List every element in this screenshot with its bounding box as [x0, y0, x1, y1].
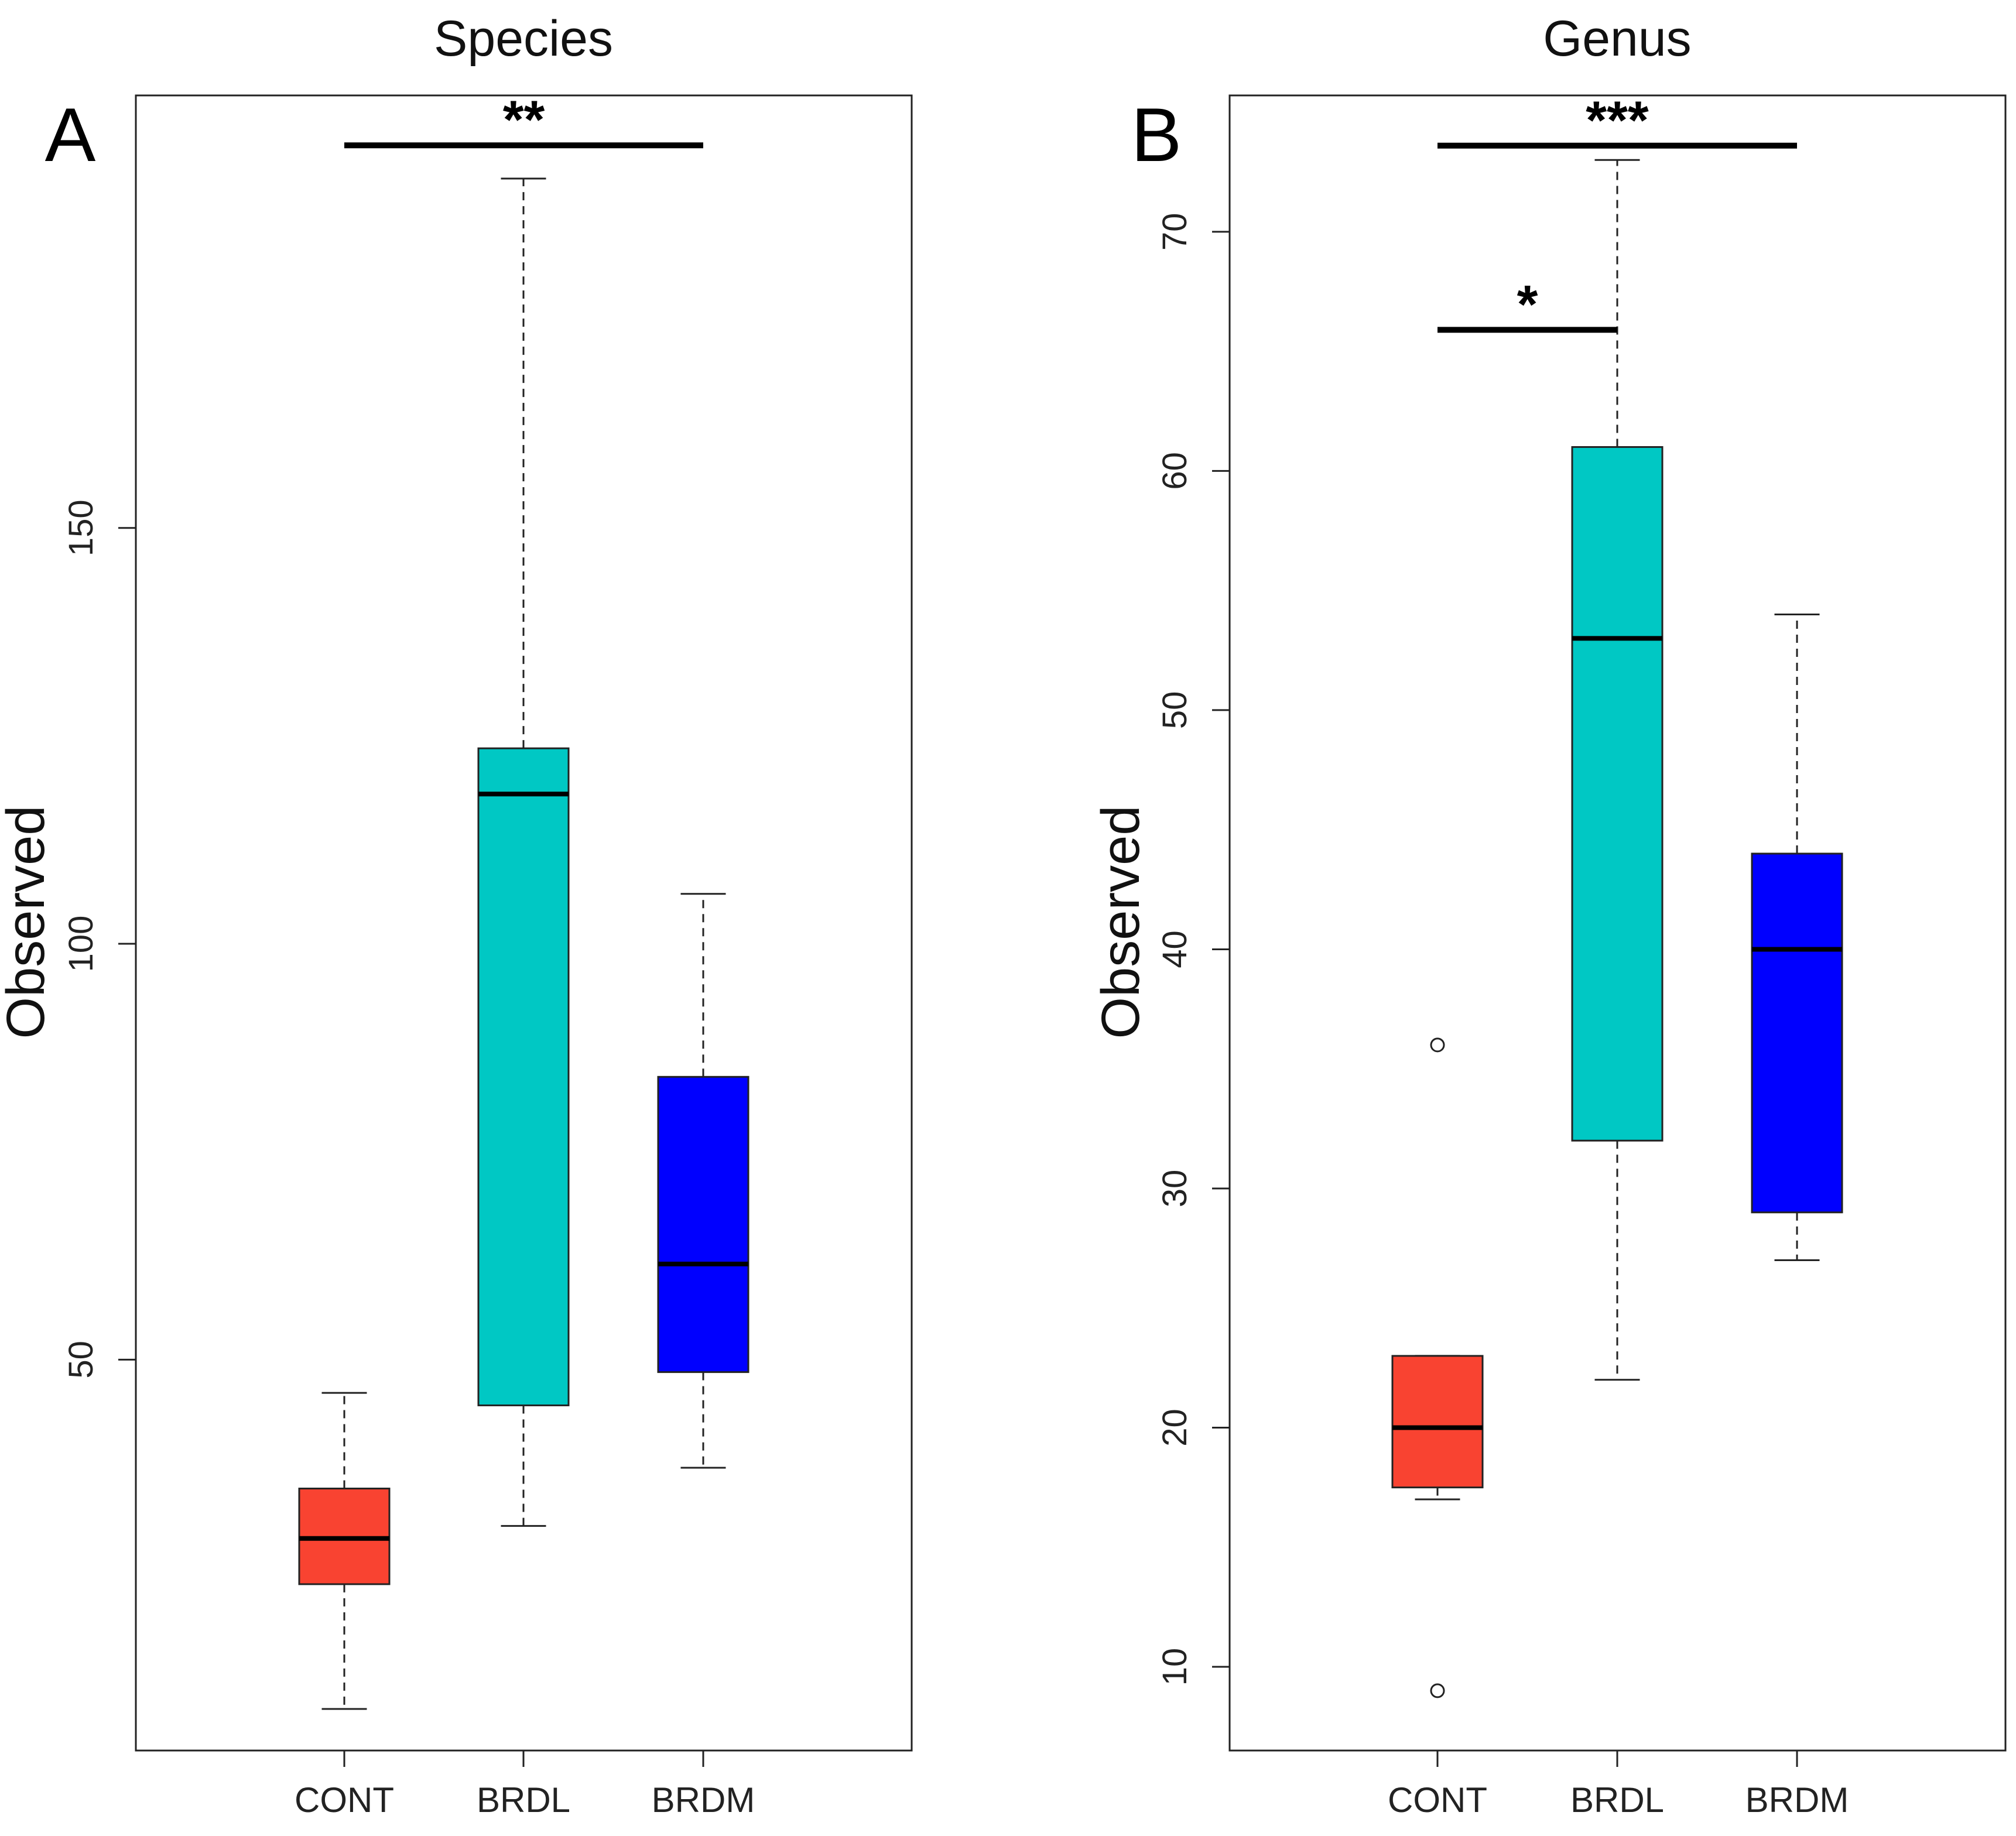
- outlier-point: [1430, 1037, 1445, 1053]
- box-cont: [298, 1392, 391, 1710]
- iqr-box: [1391, 1355, 1484, 1489]
- y-axis-title: Observed: [1091, 806, 1151, 1039]
- x-tick-label: BRDL: [1570, 1780, 1664, 1820]
- box-brdl: [477, 177, 570, 1527]
- y-tick-label: 30: [1156, 1170, 1194, 1208]
- y-axis-title: Observed: [0, 806, 56, 1039]
- outlier-point: [1430, 1683, 1445, 1698]
- panel-label: B: [1131, 92, 1182, 177]
- y-tick-label: 20: [1156, 1409, 1194, 1447]
- box-brdl: [1571, 159, 1664, 1381]
- y-tick-label: 150: [62, 499, 100, 556]
- box-brdm: [1751, 614, 1843, 1262]
- iqr-box: [1751, 852, 1843, 1214]
- chart-panel-a: Species A Observed 50 100 150 CONT BRDL BRDM **: [0, 11, 913, 1820]
- x-tick-label: BRDM: [1745, 1780, 1849, 1820]
- y-tick-label: 50: [1156, 691, 1194, 729]
- x-tick-label: CONT: [295, 1780, 394, 1820]
- y-tick-label: 40: [1156, 930, 1194, 968]
- panel-label: A: [45, 92, 96, 177]
- y-tick-label: 100: [62, 916, 100, 972]
- y-tick-label: 10: [1156, 1648, 1194, 1686]
- x-tick-label: BRDM: [652, 1780, 755, 1820]
- iqr-box: [477, 747, 570, 1406]
- x-tick-label: BRDL: [477, 1780, 570, 1820]
- y-tick-label: 70: [1156, 213, 1194, 251]
- box-cont: [1391, 1037, 1484, 1698]
- significance-stars: **: [503, 90, 545, 150]
- x-tick-label: CONT: [1388, 1780, 1487, 1820]
- significance-stars: *: [1517, 275, 1538, 334]
- chart-panel-b: Genus B Observed 10 20 30 40 50 60 70 CONT BRDL BRDM…: [1091, 11, 2007, 1820]
- iqr-box: [657, 1075, 749, 1373]
- box-brdm: [657, 893, 749, 1469]
- chart-title: Species: [434, 11, 613, 67]
- significance-stars: ***: [1586, 91, 1649, 150]
- chart-title: Genus: [1543, 11, 1691, 67]
- y-tick-label: 50: [62, 1341, 100, 1379]
- y-tick-label: 60: [1156, 452, 1194, 490]
- iqr-box: [1571, 446, 1664, 1142]
